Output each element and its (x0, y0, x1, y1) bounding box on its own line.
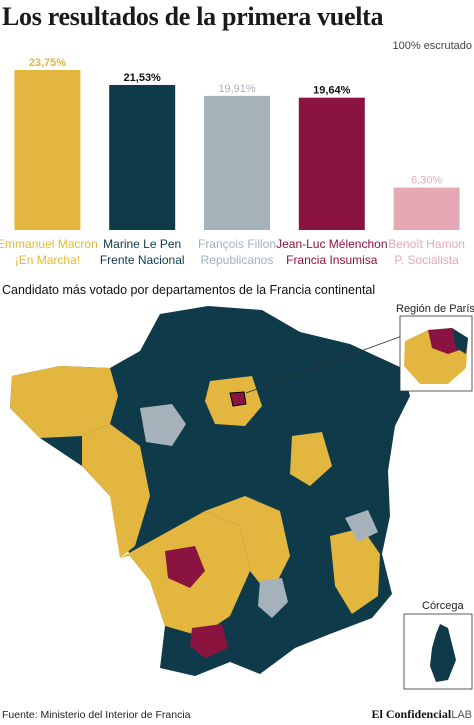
bar-1 (109, 84, 176, 231)
logo-lab: LAB (451, 709, 472, 721)
party-name-4: P. Socialista (394, 253, 459, 267)
page-title: Los resultados de la primera vuelta (2, 2, 384, 31)
candidate-name-0: Emmanuel Macron (0, 237, 98, 251)
map-region-seine-saint-denis (229, 391, 247, 407)
scrutiny-note: 100% escrutado (392, 40, 473, 52)
bar-value-label-1: 21,53% (124, 72, 162, 84)
party-name-0: ¡En Marcha! (15, 253, 80, 267)
map-region-west (82, 424, 150, 558)
bar-3 (298, 97, 365, 230)
paris-inset-label: Región de París (396, 303, 474, 315)
bar-value-label-0: 23,75% (29, 57, 67, 69)
candidate-name-1: Marine Le Pen (103, 237, 181, 251)
party-name-1: Frente Nacional (100, 253, 185, 267)
candidate-name-3: Jean-Luc Mélenchon (276, 237, 387, 251)
map-region-burgundy (290, 432, 332, 486)
france-department-map (10, 306, 473, 690)
map-region-alps (330, 528, 380, 614)
source-note: Fuente: Ministerio del Interior de Franc… (2, 709, 191, 721)
map-region-aveyron (258, 578, 288, 618)
brand-logo: El ConfidencialLAB (372, 707, 472, 722)
logo-main: El Confidencial (371, 707, 452, 721)
map-region-brittany (10, 366, 118, 438)
bar-value-label-3: 19,64% (313, 85, 351, 97)
bar-2 (204, 95, 270, 230)
party-name-2: Republicanos (201, 253, 274, 267)
bar-4 (393, 187, 460, 230)
party-name-3: Francia Insumisa (286, 253, 378, 267)
paris-inset-leader (245, 335, 403, 394)
corsica-inset-label: Córcega (422, 600, 464, 612)
map-region-ariege (190, 624, 228, 658)
paris-inset-lepen (452, 328, 468, 354)
results-bar-chart: 23,75% Emmanuel Macron ¡En Marcha! 21,53% Ma… (0, 57, 465, 267)
map-region-mayenne (140, 404, 186, 446)
bar-value-label-2: 19,91% (218, 83, 256, 95)
map-region-savoie (345, 510, 378, 542)
map-region-correze (165, 546, 205, 588)
map-region-center-south (205, 496, 290, 596)
corsica-inset-map (430, 624, 456, 682)
candidate-name-2: François Fillon (198, 237, 276, 251)
candidate-name-4: Benoît Hamon (388, 237, 465, 251)
bar-value-label-4: 6,30% (411, 175, 442, 187)
bar-0 (14, 70, 81, 230)
map-heading: Candidato más votado por departamentos d… (2, 283, 376, 297)
